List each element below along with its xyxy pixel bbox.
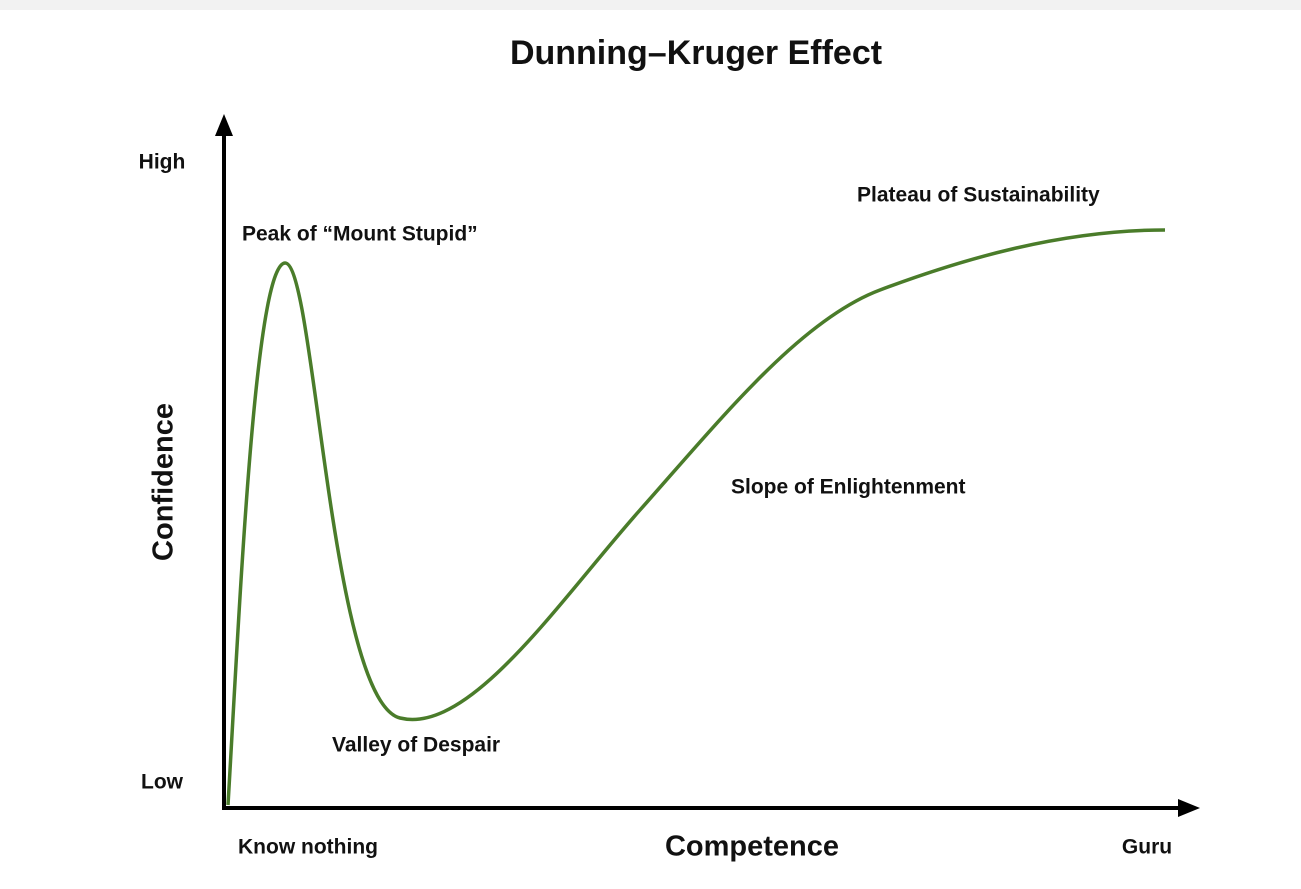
top-bar [0, 0, 1301, 10]
x-start-label: Know nothing [238, 836, 378, 859]
x-axis-arrow [1178, 799, 1200, 817]
annotation: Slope of Enlightenment [731, 476, 966, 499]
x-axis-label: Competence [665, 831, 839, 863]
y-low-label: Low [141, 771, 184, 794]
y-axis-arrow [215, 114, 233, 136]
annotation: Plateau of Sustainability [857, 184, 1100, 207]
y-axis-label: Confidence [148, 403, 180, 561]
annotation: Valley of Despair [332, 734, 500, 757]
confidence-curve [226, 228, 1166, 806]
annotation: Peak of “Mount Stupid” [242, 223, 478, 246]
title: Dunning–Kruger Effect [510, 34, 882, 72]
y-high-label: High [139, 151, 186, 174]
x-end-label: Guru [1122, 836, 1172, 859]
